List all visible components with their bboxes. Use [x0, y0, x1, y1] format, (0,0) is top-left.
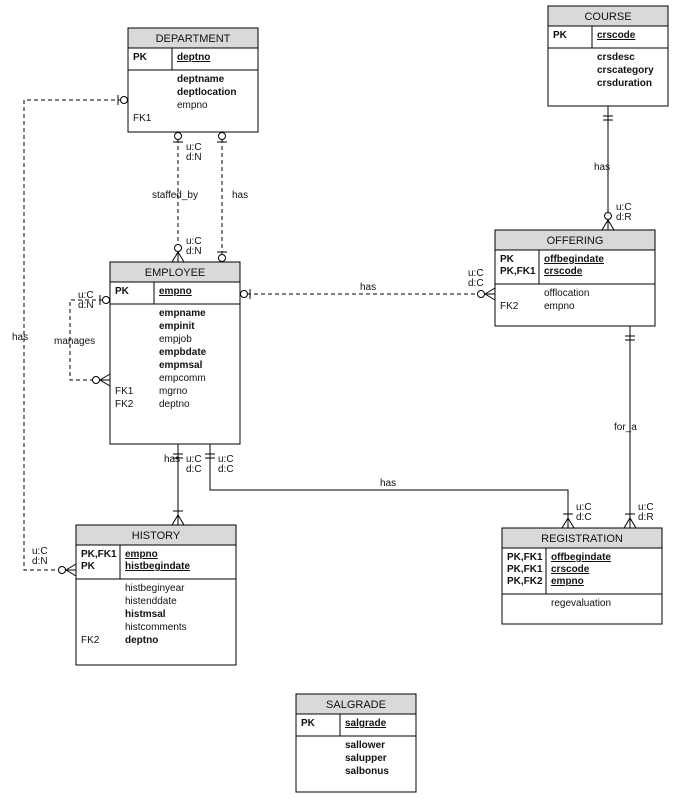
edge-emp-hist-has: hasu:Cd:C: [164, 444, 202, 525]
attr: crscategory: [597, 65, 654, 76]
edge-off-reg-fora: for_au:Cd:R: [614, 326, 654, 528]
attr: deptlocation: [177, 87, 236, 98]
attr: empinit: [159, 321, 195, 332]
attr: salupper: [345, 753, 387, 764]
svg-text:FK2: FK2: [115, 399, 134, 410]
svg-text:PK,FK1: PK,FK1: [507, 564, 543, 575]
pk-attr: crscode: [544, 266, 583, 277]
pk-attr: offbegindate: [544, 254, 604, 265]
pk-attr: crscode: [551, 564, 590, 575]
attr: empno: [544, 301, 575, 312]
svg-text:d:C: d:C: [218, 464, 234, 475]
svg-text:d:C: d:C: [468, 278, 484, 289]
attr: crsdesc: [597, 52, 635, 63]
pk-attr: offbegindate: [551, 552, 611, 563]
pk-attr: empno: [125, 549, 158, 560]
attr: mgrno: [159, 386, 188, 397]
pk-attr: empno: [551, 576, 584, 587]
edge-label: has: [164, 454, 180, 465]
entity-title: COURSE: [584, 11, 631, 23]
attr: histbeginyear: [125, 583, 185, 594]
edge-label: has: [380, 478, 396, 489]
svg-text:PK,FK1: PK,FK1: [81, 549, 117, 560]
svg-text:d:C: d:C: [576, 512, 592, 523]
attr: histcomments: [125, 622, 187, 633]
entity-title: HISTORY: [132, 530, 181, 542]
svg-text:PK: PK: [115, 286, 130, 297]
svg-text:d:N: d:N: [32, 556, 48, 567]
svg-text:FK1: FK1: [133, 113, 152, 124]
edge-emp-reg-has: hasu:Cd:Cu:Cd:C: [205, 444, 592, 528]
pk-attr: empno: [159, 286, 192, 297]
svg-text:d:N: d:N: [78, 300, 94, 311]
svg-text:d:R: d:R: [616, 212, 632, 223]
entity-course: COURSE PK crscode crsdesc crscategory crsdura…: [548, 6, 668, 106]
attr: empjob: [159, 334, 192, 345]
entity-employee: EMPLOYEE PK empno empname empinit empjob empbd…: [110, 262, 240, 444]
entity-offering: OFFERING PK offbegindate PK,FK1 crscode offlo…: [495, 230, 655, 326]
svg-text:PK: PK: [81, 561, 96, 572]
attr: empcomm: [159, 373, 206, 384]
entity-salgrade: SALGRADE PK salgrade sallower salupper salbon…: [296, 694, 416, 792]
attr: histenddate: [125, 596, 177, 607]
attr: deptno: [159, 399, 190, 410]
er-diagram: staffed_byu:Cd:Nu:Cd:Nhasmanagesu:Cd:Nha…: [0, 0, 690, 803]
edge-label: staffed_by: [152, 190, 198, 201]
svg-text:d:N: d:N: [186, 152, 202, 163]
entity-title: REGISTRATION: [541, 533, 623, 545]
attr: salbonus: [345, 766, 389, 777]
svg-text:PK: PK: [133, 52, 148, 63]
svg-text:FK1: FK1: [115, 386, 134, 397]
edge-label: has: [360, 282, 376, 293]
svg-text:FK2: FK2: [81, 635, 100, 646]
attr: deptno: [125, 635, 158, 646]
entity-title: DEPARTMENT: [156, 33, 231, 45]
attr: deptname: [177, 74, 225, 85]
entity-department: DEPARTMENT PK deptno deptname deptlocation em…: [128, 28, 258, 132]
svg-text:PK,FK1: PK,FK1: [507, 552, 543, 563]
edge-label: has: [594, 162, 610, 173]
pk-attr: crscode: [597, 30, 636, 41]
svg-text:d:C: d:C: [186, 464, 202, 475]
edge-emp-off-has: hasu:Cd:C: [240, 268, 495, 300]
attr: empmsal: [159, 360, 203, 371]
svg-text:PK,FK2: PK,FK2: [507, 576, 543, 587]
entity-title: SALGRADE: [326, 699, 386, 711]
svg-text:FK2: FK2: [500, 301, 519, 312]
edge-course-off-has: hasu:Cd:R: [594, 106, 632, 230]
edge-label: has: [232, 190, 248, 201]
edges: staffed_byu:Cd:Nu:Cd:Nhasmanagesu:Cd:Nha…: [12, 95, 654, 576]
svg-text:d:R: d:R: [638, 512, 654, 523]
edge-dept-emp-has: has: [217, 132, 248, 262]
edge-label: manages: [54, 336, 95, 347]
entity-registration: REGISTRATION PK,FK1 offbegindate PK,FK1 crsc…: [502, 528, 662, 624]
edge-emp-self-manages: managesu:Cd:N: [54, 290, 110, 386]
attr: empno: [177, 100, 208, 111]
pk-attr: histbegindate: [125, 561, 190, 572]
edge-label: has: [12, 332, 28, 343]
entities: DEPARTMENT PK deptno deptname deptlocation em…: [76, 6, 668, 792]
attr: crsduration: [597, 78, 652, 89]
attr: offlocation: [544, 288, 589, 299]
edge-dept-emp-staffedby: staffed_byu:Cd:Nu:Cd:N: [152, 132, 202, 262]
svg-text:PK: PK: [301, 718, 316, 729]
entity-title: OFFERING: [547, 235, 604, 247]
svg-text:d:N: d:N: [186, 246, 202, 257]
svg-text:PK: PK: [553, 30, 568, 41]
attr: regevaluation: [551, 598, 611, 609]
entity-title: EMPLOYEE: [145, 267, 206, 279]
pk-attr: salgrade: [345, 718, 387, 729]
pk-attr: deptno: [177, 52, 210, 63]
attr: empname: [159, 308, 206, 319]
entity-history: HISTORY PK,FK1 empno PK histbegindate histbeg…: [76, 525, 236, 665]
edge-label: for_a: [614, 422, 637, 433]
attr: sallower: [345, 740, 385, 751]
attr: empbdate: [159, 347, 207, 358]
attr: histmsal: [125, 609, 166, 620]
svg-text:PK,FK1: PK,FK1: [500, 266, 536, 277]
svg-text:PK: PK: [500, 254, 515, 265]
